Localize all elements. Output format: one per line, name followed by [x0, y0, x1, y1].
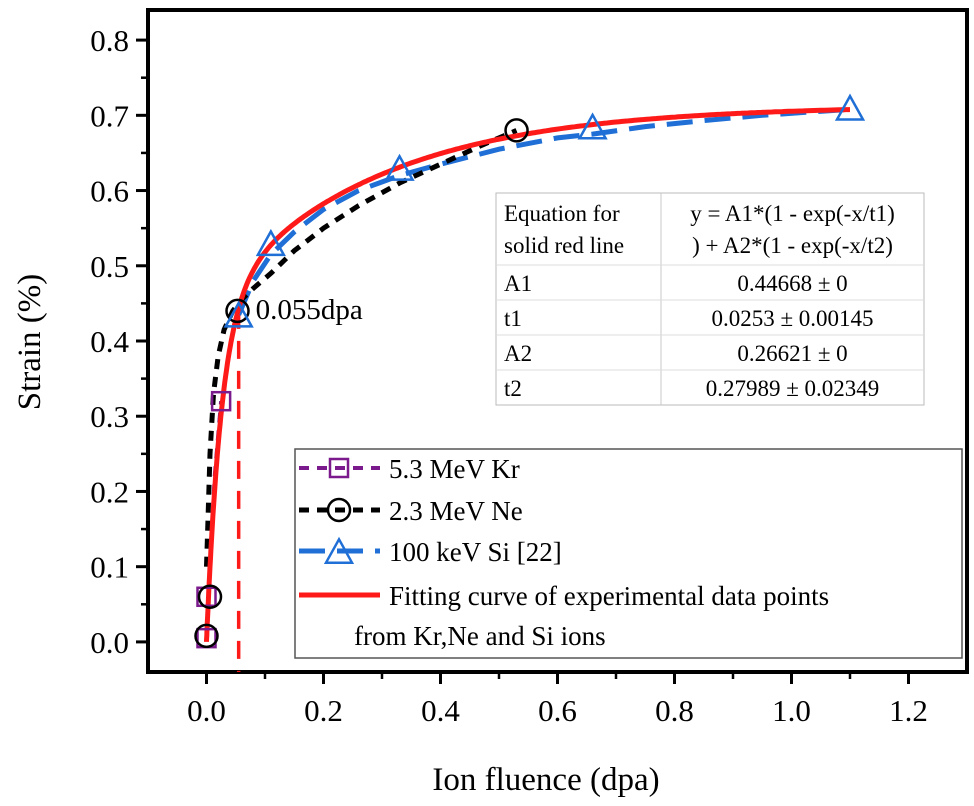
annotation-label: 0.055dpa — [256, 294, 363, 326]
y-tick-label: 0.0 — [90, 625, 129, 660]
table-label: A1 — [504, 271, 532, 296]
x-tick-label: 0.4 — [421, 693, 460, 728]
y-tick-label: 0.5 — [90, 249, 129, 284]
legend-box — [294, 448, 963, 659]
kr-data-point — [210, 390, 232, 412]
y-tick-label: 0.6 — [90, 174, 129, 209]
table-value: y = A1*(1 - exp(-x/t1) — [690, 201, 895, 226]
y-tick-label: 0.4 — [90, 324, 129, 359]
si-data-point — [384, 153, 415, 181]
x-tick-label: 0.6 — [538, 693, 577, 728]
legend-label: 5.3 MeV Kr — [389, 454, 520, 484]
table-value: 0.0253 ± 0.00145 — [711, 306, 873, 331]
y-tick-label: 0.7 — [90, 98, 129, 133]
x-tick-label: 0.0 — [187, 693, 226, 728]
table-label: t1 — [504, 306, 522, 331]
table-label: solid red line — [504, 233, 624, 258]
table-value: ) + A2*(1 - exp(-x/t2) — [692, 233, 893, 258]
legend-label: Fitting curve of experimental data point… — [389, 581, 829, 611]
si-data-point — [255, 228, 286, 257]
tick-labels: 0.0 0.2 0.4 0.6 0.8 1.0 1.2 0.0 0.1 0.2 0.3 0.4 0.5 0… — [90, 23, 928, 728]
y-axis-title: Strain (%) — [12, 274, 48, 411]
legend-label: 100 keV Si [22] — [389, 537, 562, 567]
kr-data-point — [196, 586, 217, 608]
si-data-point — [577, 112, 608, 140]
x-tick-label: 0.8 — [655, 693, 694, 728]
ne-data-point — [197, 584, 223, 610]
legend-square-marker — [328, 457, 350, 479]
si-data-point — [834, 93, 866, 121]
ne-series-line — [204, 128, 518, 567]
table-value: 0.26621 ± 0 — [737, 341, 847, 366]
si-data-point — [223, 300, 254, 328]
legend-circle-marker — [326, 497, 352, 523]
x-tick-label: 1.0 — [772, 693, 811, 728]
x-axis-title: Ion fluence (dpa) — [432, 762, 659, 798]
axes — [136, 8, 969, 684]
y-tick-label: 0.3 — [90, 399, 129, 434]
ne-data-point — [194, 623, 219, 649]
legend-label: 2.3 MeV Ne — [389, 496, 523, 526]
table-value: 0.27989 ± 0.02349 — [706, 376, 880, 401]
table-label: Equation for — [504, 201, 620, 226]
table-label: t2 — [504, 376, 522, 401]
x-tick-label: 1.2 — [889, 693, 928, 728]
table-label: A2 — [504, 341, 532, 366]
table-value: 0.44668 ± 0 — [737, 271, 847, 296]
series-layer: 0.055dpa — [194, 93, 866, 672]
y-tick-label: 0.2 — [90, 474, 129, 509]
equation-table: Equation for solid red line y = A1*(1 - ex… — [495, 192, 925, 406]
legend-label: from Kr,Ne and Si ions — [354, 621, 606, 651]
ne-data-point — [225, 298, 250, 324]
legend-triangle-marker — [323, 536, 355, 564]
legend: 5.3 MeV Kr 2.3 MeV Ne 100 keV Si [22] Fitti… — [294, 448, 963, 659]
ne-data-point — [504, 118, 529, 143]
y-tick-label: 0.1 — [90, 550, 129, 585]
y-tick-label: 0.8 — [90, 23, 129, 58]
x-tick-label: 0.2 — [304, 693, 343, 728]
